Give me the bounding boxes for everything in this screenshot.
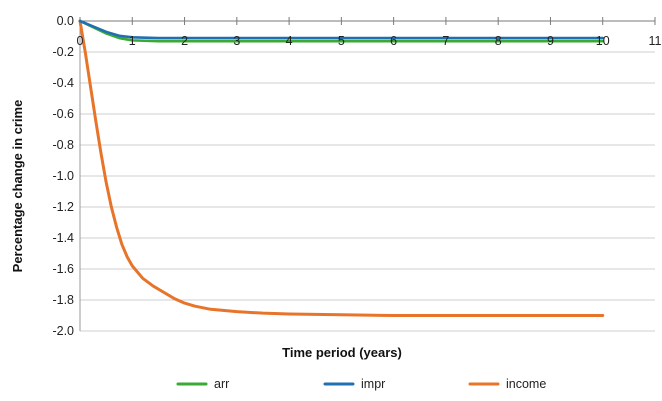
x-tick-label: 3 [233,34,240,48]
x-tick-labels: 0 1 2 3 4 5 6 7 8 9 10 11 [77,34,662,48]
y-tick-label: -1.2 [52,200,74,214]
axes [79,17,656,331]
y-tick-label: -1.8 [52,293,74,307]
legend-label-arr: arr [214,377,229,391]
series-lines [78,19,605,317]
x-tick-label: 11 [649,34,662,48]
x-tick-label: 7 [442,34,449,48]
y-tick-label: -0.2 [52,45,74,59]
legend-label-income: income [506,377,546,391]
x-axis-title: Time period (years) [282,345,402,360]
y-tick-label: -1.6 [52,262,74,276]
x-tick-label: 2 [181,34,188,48]
x-tick-label: 5 [338,34,345,48]
y-tick-label: 0.0 [57,14,74,28]
series-line-income [78,19,605,317]
series-line-impr [78,19,605,40]
x-tick-label: 4 [286,34,293,48]
y-axis-title: Percentage change in crime [10,100,25,273]
gridlines [80,51,655,332]
x-tick-label: 0 [77,34,84,48]
legend: arr impr income [176,377,546,391]
y-tick-label: -0.6 [52,107,74,121]
series-line-arr [78,19,605,43]
x-tick-label: 6 [390,34,397,48]
y-tick-label: -1.0 [52,169,74,183]
y-tick-label: -0.4 [52,76,74,90]
y-tick-label: -0.8 [52,138,74,152]
x-tick-label: 9 [547,34,554,48]
x-tick-label: 1 [129,34,136,48]
y-tick-label: -2.0 [52,324,74,338]
y-tick-label: -1.4 [52,231,74,245]
y-tick-labels: 0.0 -0.2 -0.4 -0.6 -0.8 -1.0 -1.2 -1.4 -1.6 -1.8 -… [52,14,74,338]
x-tick-label: 8 [495,34,502,48]
x-tick-label: 10 [596,34,610,48]
legend-label-impr: impr [361,377,385,391]
